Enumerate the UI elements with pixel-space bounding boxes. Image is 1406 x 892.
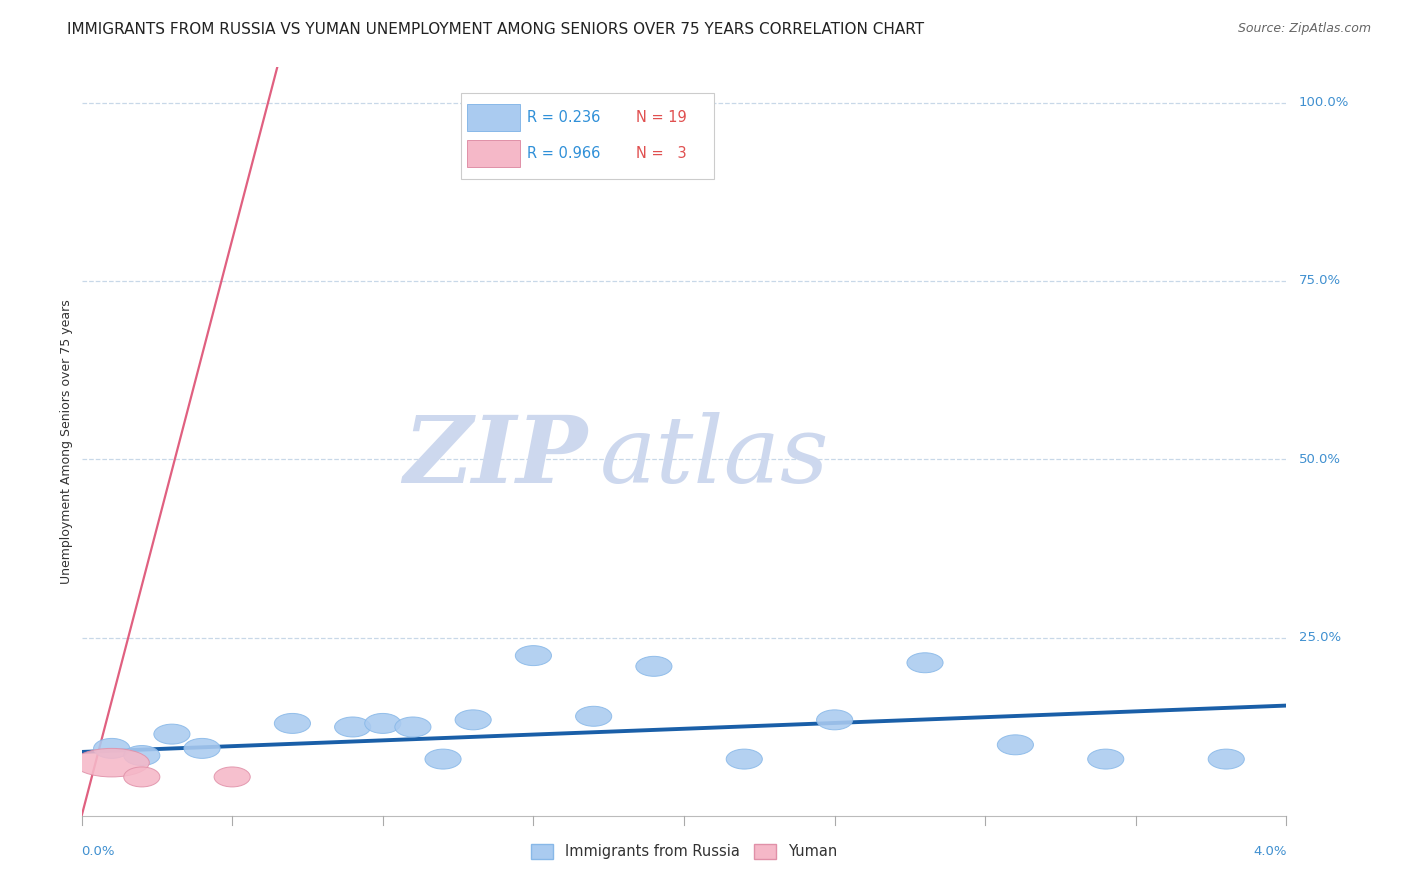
Ellipse shape (456, 710, 491, 730)
Ellipse shape (575, 706, 612, 726)
Ellipse shape (395, 717, 432, 737)
FancyBboxPatch shape (467, 140, 520, 168)
Ellipse shape (124, 767, 160, 787)
Text: 100.0%: 100.0% (1299, 96, 1348, 109)
Ellipse shape (1208, 749, 1244, 769)
Text: 75.0%: 75.0% (1299, 275, 1341, 287)
Text: 4.0%: 4.0% (1253, 845, 1286, 858)
Ellipse shape (364, 714, 401, 733)
Text: R = 0.966: R = 0.966 (527, 145, 600, 161)
Text: Source: ZipAtlas.com: Source: ZipAtlas.com (1237, 22, 1371, 36)
Text: N =   3: N = 3 (636, 145, 686, 161)
Text: 0.0%: 0.0% (82, 845, 115, 858)
Ellipse shape (636, 657, 672, 676)
Text: 50.0%: 50.0% (1299, 453, 1340, 466)
Ellipse shape (75, 748, 149, 777)
Ellipse shape (907, 653, 943, 673)
Ellipse shape (124, 746, 160, 765)
Ellipse shape (997, 735, 1033, 755)
Legend: Immigrants from Russia, Yuman: Immigrants from Russia, Yuman (526, 838, 842, 865)
Text: ZIP: ZIP (404, 411, 588, 501)
Ellipse shape (725, 749, 762, 769)
Text: N = 19: N = 19 (636, 110, 686, 125)
Y-axis label: Unemployment Among Seniors over 75 years: Unemployment Among Seniors over 75 years (60, 299, 73, 584)
Ellipse shape (274, 714, 311, 733)
Ellipse shape (425, 749, 461, 769)
FancyBboxPatch shape (461, 93, 714, 179)
Ellipse shape (516, 646, 551, 665)
FancyBboxPatch shape (467, 104, 520, 131)
Ellipse shape (214, 767, 250, 787)
Ellipse shape (94, 739, 129, 758)
Ellipse shape (153, 724, 190, 744)
Ellipse shape (184, 739, 221, 758)
Text: 25.0%: 25.0% (1299, 632, 1341, 644)
Text: R = 0.236: R = 0.236 (527, 110, 600, 125)
Ellipse shape (817, 710, 852, 730)
Text: IMMIGRANTS FROM RUSSIA VS YUMAN UNEMPLOYMENT AMONG SENIORS OVER 75 YEARS CORRELA: IMMIGRANTS FROM RUSSIA VS YUMAN UNEMPLOY… (67, 22, 925, 37)
Text: atlas: atlas (600, 411, 830, 501)
Ellipse shape (1088, 749, 1123, 769)
Ellipse shape (335, 717, 371, 737)
